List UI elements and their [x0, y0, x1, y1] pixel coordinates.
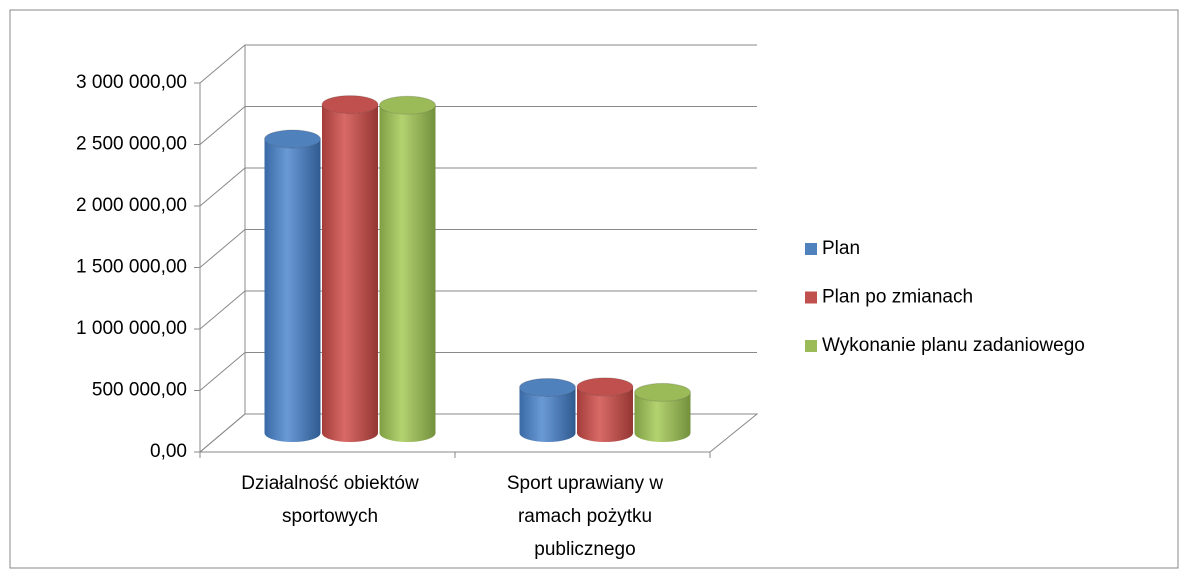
legend-swatch	[805, 291, 817, 304]
grid-line	[199, 44, 757, 84]
legend-swatch	[805, 243, 817, 255]
y-tick-label: 1 500 000,00	[76, 257, 187, 278]
grid-line	[199, 290, 757, 330]
bar-top	[379, 95, 436, 115]
bar-top	[519, 377, 576, 397]
y-tick-label: 500 000,00	[92, 380, 187, 401]
grid-line	[199, 106, 757, 145]
bar	[322, 104, 378, 442]
bar	[519, 387, 576, 442]
bar	[634, 392, 691, 442]
bar-top	[634, 382, 691, 402]
y-tick-label: 0,00	[150, 441, 187, 462]
bar	[577, 386, 633, 442]
y-tick-label: 3 000 000,00	[76, 72, 187, 93]
legend-label: Plan	[822, 238, 860, 259]
y-tick-label: 2 500 000,00	[76, 134, 187, 155]
x-tick-label: Działalność obiektów sportowych	[241, 473, 419, 527]
bar-top	[321, 95, 379, 115]
legend-label: Plan po zmianach	[822, 287, 973, 308]
bar	[379, 105, 436, 442]
y-tick-label: 2 000 000,00	[76, 195, 187, 216]
y-tick-label: 1 000 000,00	[76, 318, 187, 339]
bar-top	[576, 377, 634, 397]
bar-top	[264, 129, 321, 149]
chart-border	[9, 9, 1179, 569]
bar	[264, 139, 321, 442]
grid-line	[199, 167, 757, 207]
legend-swatch	[805, 340, 817, 352]
legend-label: Wykonanie planu zadaniowego	[822, 335, 1085, 356]
grid-line	[199, 352, 757, 391]
x-tick-label: Sport uprawiany w ramach pożytku publicz…	[506, 473, 664, 560]
grid-line	[199, 229, 757, 268]
